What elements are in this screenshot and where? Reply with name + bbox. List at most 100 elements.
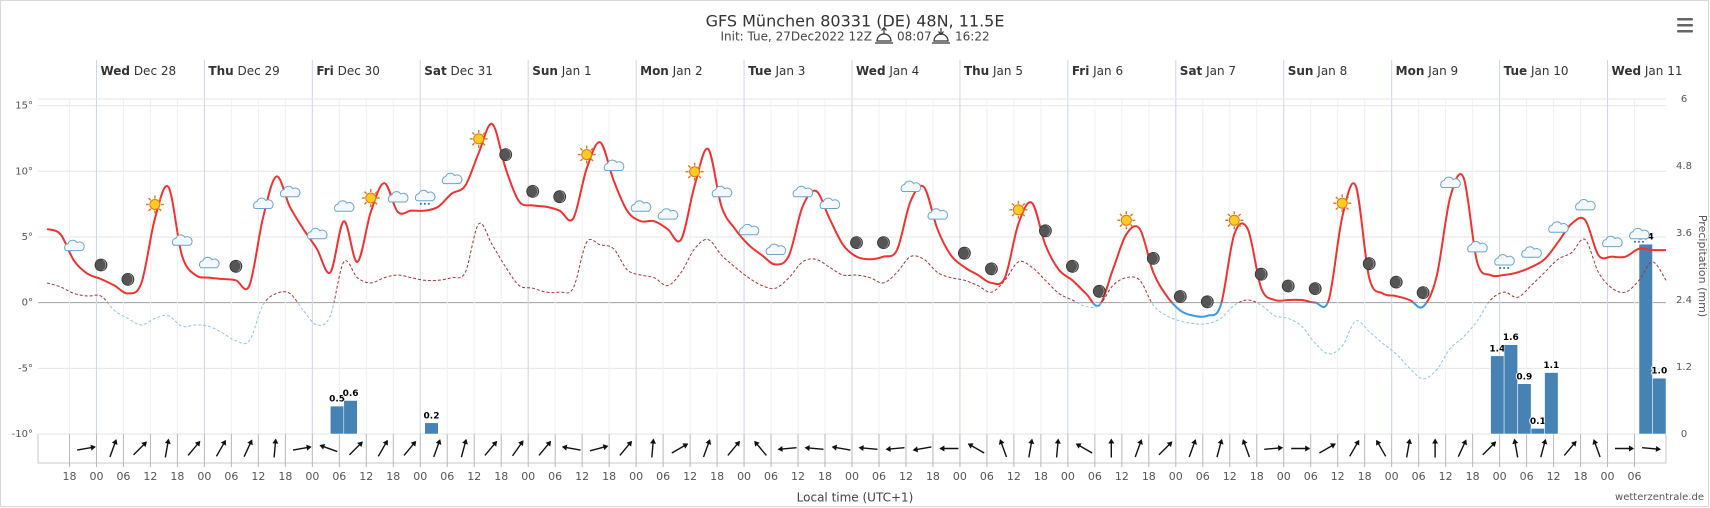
wind-arrow <box>319 443 338 453</box>
y2-axis-title: Precipitation (mm) <box>1696 215 1709 317</box>
sunrise-icon <box>875 26 893 44</box>
weather-icon <box>850 236 863 250</box>
weather-icon <box>1281 279 1295 293</box>
arrow-head <box>357 441 363 448</box>
day-label: Tue Jan 3 <box>748 64 805 78</box>
sun-ray <box>374 191 378 195</box>
moon-light <box>992 263 997 275</box>
wind-arrow <box>1241 439 1251 458</box>
arrow-head <box>1655 445 1661 452</box>
day-name: Tue <box>748 64 772 78</box>
day-name: Thu <box>208 64 233 78</box>
weather-icon <box>1308 282 1322 296</box>
arrow-head <box>831 444 838 451</box>
weather-icon <box>900 180 922 192</box>
sun-ray <box>1335 206 1339 211</box>
sun-ray <box>1238 213 1242 217</box>
weather-icon <box>1602 235 1623 248</box>
day-name: Wed <box>856 64 886 78</box>
cloud <box>279 185 301 198</box>
weather-icon <box>985 262 998 276</box>
cloud <box>253 197 274 209</box>
sun <box>581 149 593 161</box>
day-label: Thu Jan 5 <box>964 64 1023 78</box>
moon-light <box>506 149 511 161</box>
cloud <box>1494 254 1515 266</box>
x-tick-label: 12 <box>683 470 697 483</box>
menu-bar[interactable] <box>1677 18 1693 21</box>
weather-icon <box>1362 257 1376 271</box>
day-date: Jan 11 <box>1641 64 1682 78</box>
moon <box>94 258 108 272</box>
weather-icon <box>199 256 220 269</box>
x-tick-label: 06 <box>1520 470 1534 483</box>
arrow-head <box>1406 438 1413 445</box>
day-label: Fri Jan 6 <box>1072 64 1123 78</box>
day-date: Jan 4 <box>886 64 920 78</box>
wind-arrow <box>671 443 689 454</box>
moon <box>526 184 540 198</box>
arrow-head <box>1330 443 1336 449</box>
day-label: Thu Dec 29 <box>208 64 279 78</box>
day-label: Tue Jan 10 <box>1504 64 1569 78</box>
x-tick-label: 06 <box>116 470 130 483</box>
arrow-head <box>1075 443 1082 449</box>
sun-ray <box>158 197 162 201</box>
moon-light <box>857 237 862 249</box>
wind-arrow <box>484 440 498 456</box>
arrow-head <box>858 445 864 452</box>
cloud <box>1575 199 1596 211</box>
weather-icon <box>172 234 193 246</box>
weather-icon <box>711 185 733 198</box>
menu-button[interactable] <box>1677 18 1693 33</box>
menu-bar[interactable] <box>1677 24 1693 27</box>
y2-tick-label: 1.2 <box>1676 362 1692 373</box>
cloud <box>765 243 787 255</box>
day-name: Fri <box>1072 64 1089 78</box>
sun-ray <box>1022 213 1026 217</box>
arrow-head <box>754 440 760 447</box>
weather-icon <box>1548 221 1569 233</box>
sun-ray <box>1335 196 1339 200</box>
moon <box>499 148 513 162</box>
wind-arrow <box>912 446 932 453</box>
arrow-head <box>272 438 279 444</box>
day-label: Mon Jan 2 <box>640 64 703 78</box>
moon <box>1200 295 1214 309</box>
y-tick-label: -5° <box>18 363 33 374</box>
sun <box>689 166 701 178</box>
init-text: Init: Tue, 27Dec2022 12Z <box>721 30 873 44</box>
sun-ray <box>579 147 583 151</box>
weather-icon <box>1173 290 1187 303</box>
weather-icon <box>499 148 513 162</box>
precip-bar <box>330 405 345 435</box>
wind-arrow <box>1376 439 1387 457</box>
wind-arrow <box>754 440 767 456</box>
menu-bar[interactable] <box>1677 30 1693 33</box>
cloud <box>1521 246 1542 258</box>
wind-arrow <box>1592 439 1601 458</box>
weather-icon <box>1092 284 1106 298</box>
weather-icon <box>64 239 85 252</box>
sun-ray <box>1238 224 1242 228</box>
x-tick-label: 12 <box>143 470 157 483</box>
bar-value-label: 1.1 <box>1543 361 1559 371</box>
moon-light <box>1289 280 1294 292</box>
series-line <box>46 222 1667 380</box>
arrow-head <box>194 440 201 447</box>
x-tick-label: 00 <box>737 470 751 483</box>
cloud <box>738 223 760 236</box>
moon-light <box>1046 225 1051 237</box>
arrow-head <box>1461 439 1467 446</box>
x-tick-label: 00 <box>413 470 427 483</box>
x-tick-label: 00 <box>521 470 535 483</box>
cloud <box>1602 235 1623 248</box>
wind-arrow <box>164 438 171 458</box>
wind-arrow <box>1134 439 1143 458</box>
wind-arrow <box>885 445 905 452</box>
sun-ray <box>1227 213 1231 217</box>
y2-tick-label: 4.8 <box>1676 161 1692 172</box>
arrow-head <box>247 439 253 446</box>
moon-light <box>102 259 106 271</box>
rain-drop <box>1638 240 1640 243</box>
